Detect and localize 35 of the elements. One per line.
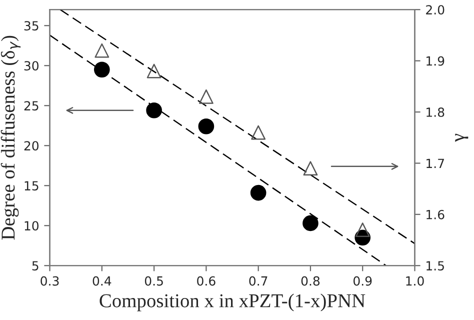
y-tick-label: 25 <box>24 101 38 111</box>
x-tick-label: 0.3 <box>40 276 59 286</box>
y-tick-label: 10 <box>24 221 39 231</box>
y2-tick-label: 1.5 <box>426 261 444 271</box>
point <box>198 118 214 134</box>
point <box>94 62 110 78</box>
x-tick-label: 0.6 <box>197 276 216 286</box>
point <box>250 184 266 201</box>
y2-tick-label: 1.6 <box>426 210 444 220</box>
point <box>302 215 318 232</box>
point <box>94 43 110 58</box>
y2-tick-label: 1.7 <box>426 158 444 168</box>
y2-tick-label: 1.8 <box>426 107 444 117</box>
y-tick-label: 5 <box>32 261 38 271</box>
y2-axis-title: γ <box>455 134 468 142</box>
x-tick-label: 0.4 <box>92 276 112 286</box>
point <box>303 161 318 176</box>
y-tick-label: 30 <box>24 61 39 71</box>
x-tick-label: 0.9 <box>353 276 372 286</box>
point <box>198 89 214 104</box>
point <box>251 125 266 140</box>
y-tick-label: 15 <box>24 181 38 191</box>
y2-tick-label: 2.0 <box>426 5 444 15</box>
point <box>355 222 370 237</box>
x-tick-label: 0.8 <box>301 276 320 286</box>
y-tick-label: 20 <box>24 141 39 151</box>
x-axis-title: Composition x in xPZT-(1-x)PNN <box>100 294 366 312</box>
x-tick-label: 0.5 <box>144 276 163 286</box>
x-tick-label: 0.7 <box>249 276 268 286</box>
y2-tick-label: 1.9 <box>426 56 444 66</box>
point <box>146 64 162 78</box>
point <box>146 102 162 118</box>
y-tick-label: 35 <box>24 21 38 31</box>
x-tick-label: 1.0 <box>406 276 424 286</box>
y-axis-title: Degree of diffuseness (δ$_{γ}$) <box>0 36 21 240</box>
